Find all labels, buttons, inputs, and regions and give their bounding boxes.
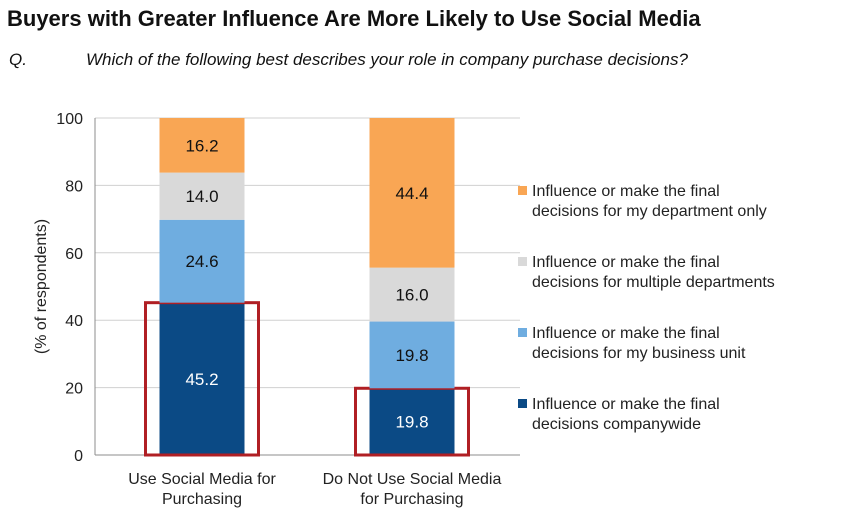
bar-segment (369, 321, 455, 389)
data-label: 24.6 (185, 252, 218, 271)
legend-swatch (518, 399, 527, 408)
bar-segment (159, 172, 245, 220)
data-label: 19.8 (395, 413, 428, 432)
legend-label: Influence or make the final (532, 183, 720, 200)
legend-label: decisions companywide (532, 416, 701, 433)
bar-segment (369, 118, 455, 268)
y-tick-label: 20 (65, 381, 83, 398)
y-tick-label: 0 (74, 448, 83, 465)
chart-title: Buyers with Greater Influence Are More L… (7, 6, 701, 31)
y-tick-label: 60 (65, 246, 83, 263)
y-tick-label: 40 (65, 313, 83, 330)
data-label: 16.0 (395, 286, 428, 305)
legend-label: decisions for my business unit (532, 345, 746, 362)
legend-label: Influence or make the final (532, 254, 720, 271)
bar-segment (369, 388, 455, 455)
bar-segment (159, 219, 245, 303)
y-tick-label: 100 (56, 111, 83, 128)
question-prefix: Q. (9, 50, 27, 69)
x-tick-label: Use Social Media for (128, 471, 276, 488)
x-tick-label: for Purchasing (360, 491, 463, 508)
legend-label: Influence or make the final (532, 325, 720, 342)
legend-swatch (518, 257, 527, 266)
survey-question: Which of the following best describes yo… (86, 50, 688, 69)
bar-segment (159, 302, 245, 455)
legend-label: Influence or make the final (532, 396, 720, 413)
bar-segment (159, 118, 245, 173)
x-tick-label: Do Not Use Social Media (323, 471, 502, 488)
x-tick-label: Purchasing (162, 491, 242, 508)
y-axis-title: (% of respondents) (33, 219, 50, 354)
data-label: 45.2 (185, 370, 218, 389)
data-label: 19.8 (395, 346, 428, 365)
y-tick-label: 80 (65, 178, 83, 195)
data-label: 16.2 (185, 136, 218, 155)
data-label: 44.4 (395, 184, 428, 203)
data-label: 14.0 (185, 187, 218, 206)
legend-label: decisions for multiple departments (532, 274, 775, 291)
legend-swatch (518, 186, 527, 195)
legend-swatch (518, 328, 527, 337)
legend-label: decisions for my department only (532, 203, 767, 220)
bar-segment (369, 267, 455, 322)
